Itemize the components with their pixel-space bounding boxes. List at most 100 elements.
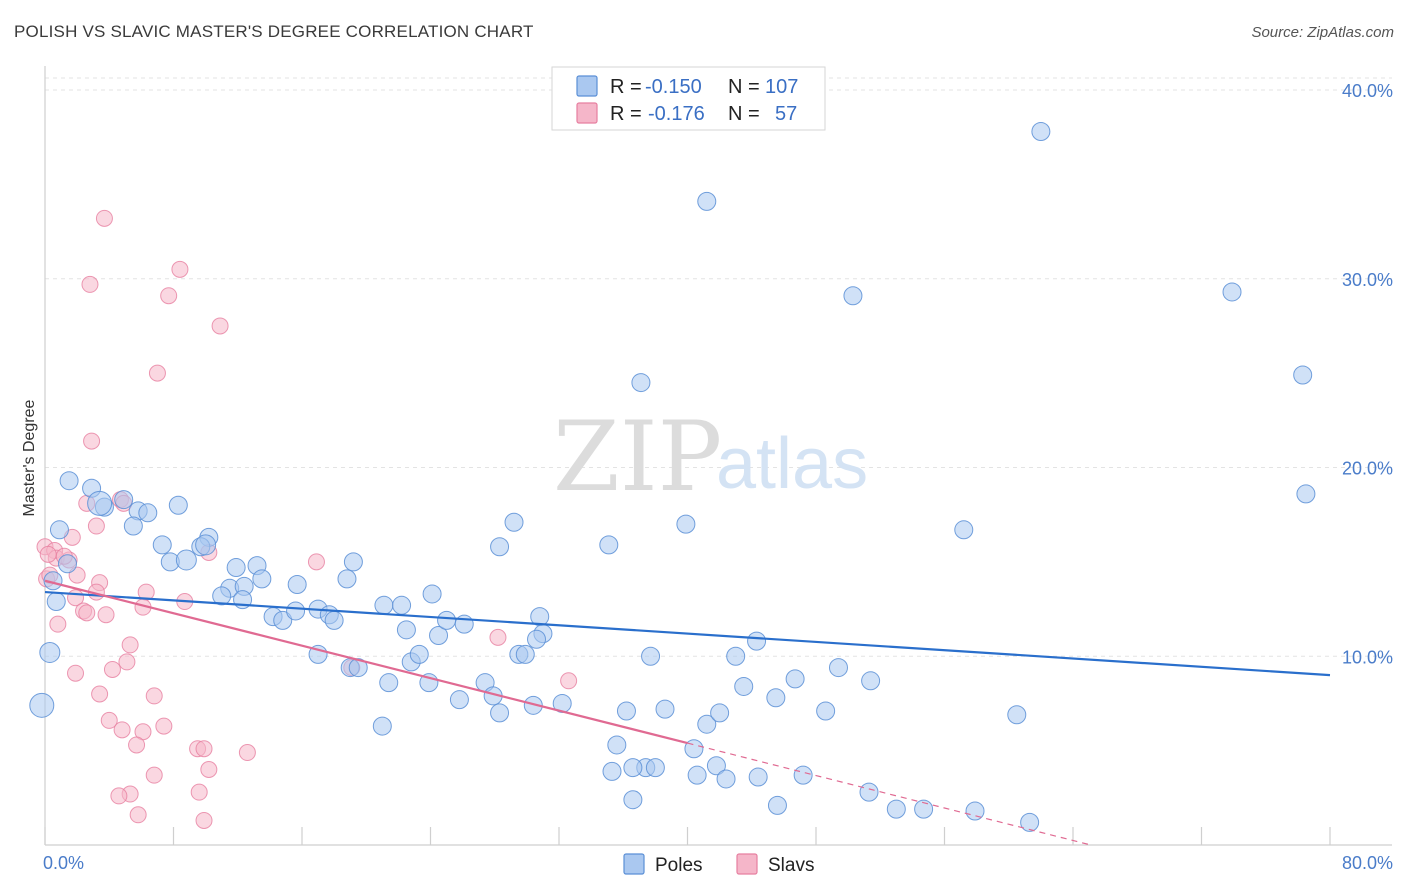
- poles-point: [607, 735, 627, 755]
- slavs-point: [160, 287, 178, 305]
- poles-point: [616, 701, 636, 721]
- slavs-point: [81, 275, 99, 293]
- poles-point: [641, 646, 661, 666]
- poles-trend-line: [44, 590, 1331, 677]
- poles-point: [396, 620, 416, 640]
- slavs-point: [190, 783, 208, 801]
- slavs-point: [238, 744, 256, 762]
- poles-point: [687, 765, 707, 785]
- poles-point: [747, 631, 767, 651]
- poles-point: [793, 765, 813, 785]
- slavs-point: [171, 260, 189, 278]
- poles-point: [697, 714, 717, 734]
- poles-point: [152, 535, 172, 555]
- poles-point: [43, 571, 63, 591]
- poles-point: [914, 799, 934, 819]
- poles-point: [828, 658, 848, 678]
- poles-point: [287, 575, 307, 595]
- poles-point: [286, 601, 306, 621]
- poles-point: [252, 569, 272, 589]
- poles-point: [226, 558, 246, 578]
- y-tick-label: 40.0%: [1342, 81, 1393, 101]
- slavs-point: [49, 615, 67, 633]
- poles-point: [429, 625, 449, 645]
- stats-legend: R = -0.150 N = 107 R = -0.176 N = 57: [551, 66, 826, 131]
- poles-point: [599, 535, 619, 555]
- slavs-point: [129, 806, 147, 824]
- poles-point: [748, 767, 768, 787]
- poles-point: [886, 799, 906, 819]
- poles-point: [123, 516, 143, 536]
- slavs-point: [128, 736, 146, 754]
- y-tick-label: 30.0%: [1342, 270, 1393, 290]
- slavs-point: [145, 687, 163, 705]
- watermark-atlas: atlas: [716, 424, 868, 504]
- poles-point: [602, 761, 622, 781]
- watermark: ZIP atlas: [553, 401, 868, 513]
- slavs-n-value: 57: [775, 103, 797, 125]
- poles-point: [337, 569, 357, 589]
- poles-point: [379, 673, 399, 693]
- poles-point: [449, 690, 469, 710]
- poles-point: [273, 610, 293, 630]
- poles-point: [437, 610, 457, 630]
- poles-point: [343, 552, 363, 572]
- slavs-point: [110, 787, 128, 805]
- slavs-legend-swatch: [576, 102, 598, 124]
- poles-point: [527, 629, 547, 649]
- y-tick-labels: 10.0% 20.0% 30.0% 40.0%: [1342, 81, 1393, 667]
- slavs-points: [36, 209, 578, 829]
- poles-point: [1007, 705, 1027, 725]
- poles-point: [697, 191, 717, 211]
- poles-point: [392, 595, 412, 615]
- trend-lines: [44, 579, 1331, 846]
- x-tick-labels: 0.0% 80.0%: [43, 853, 1393, 873]
- poles-point: [655, 699, 675, 719]
- poles-point: [1296, 484, 1316, 504]
- poles-point: [29, 692, 55, 718]
- x-tick-label: 0.0%: [43, 853, 84, 873]
- slavs-point: [118, 653, 136, 671]
- poles-point: [59, 471, 79, 491]
- slavs-point: [121, 636, 139, 654]
- poles-point: [816, 701, 836, 721]
- poles-point: [623, 790, 643, 810]
- poles-point: [726, 646, 746, 666]
- poles-point: [46, 592, 66, 612]
- poles-point: [766, 688, 786, 708]
- poles-point: [39, 641, 61, 663]
- source-label: Source: ZipAtlas.com: [1251, 24, 1394, 41]
- slavs-point: [211, 317, 229, 335]
- poles-point: [49, 520, 69, 540]
- slavs-point: [100, 711, 118, 729]
- poles-point: [965, 801, 985, 821]
- poles-point: [710, 703, 730, 723]
- poles-point: [409, 644, 429, 664]
- slavs-point: [307, 553, 325, 571]
- grid-lines: [45, 77, 1392, 657]
- slavs-point: [78, 604, 96, 622]
- poles-point: [734, 676, 754, 696]
- poles-point: [490, 537, 510, 557]
- chart-title: POLISH VS SLAVIC MASTER'S DEGREE CORRELA…: [14, 22, 534, 41]
- poles-point: [57, 554, 77, 574]
- slavs-point: [87, 517, 105, 535]
- poles-point: [324, 610, 344, 630]
- slavs-point: [97, 606, 115, 624]
- poles-point: [490, 703, 510, 723]
- poles-point: [372, 716, 392, 736]
- poles-point: [954, 520, 974, 540]
- poles-point: [138, 503, 158, 523]
- slavs-trend-extension: [687, 742, 1092, 846]
- poles-point: [706, 756, 726, 776]
- slavs-point: [155, 717, 173, 735]
- slavs-point: [489, 628, 507, 646]
- slavs-point: [195, 811, 213, 829]
- y-tick-label: 10.0%: [1342, 647, 1393, 667]
- poles-points: [29, 122, 1316, 832]
- poles-point: [374, 595, 394, 615]
- poles-n-value: 107: [765, 76, 798, 98]
- slavs-series-label: Slavs: [768, 855, 814, 876]
- y-tick-label: 20.0%: [1342, 459, 1393, 479]
